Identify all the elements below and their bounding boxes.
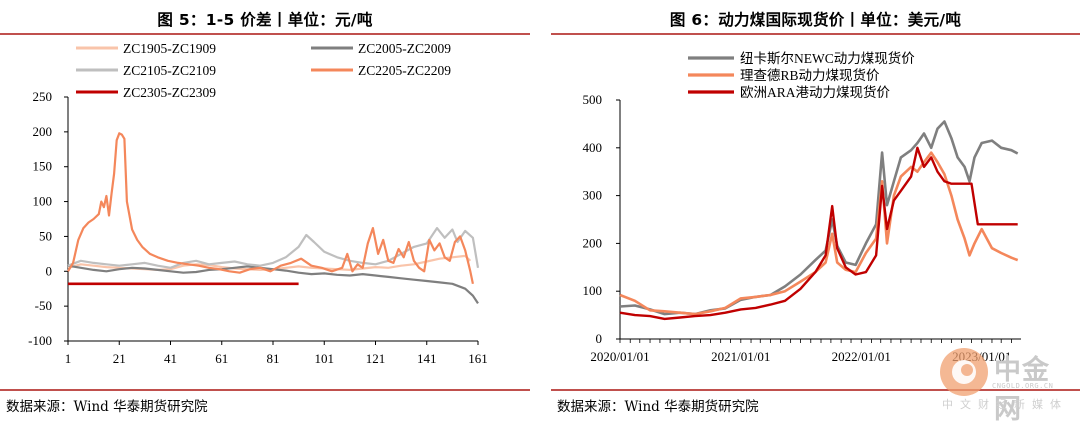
left-x-tick-label: 21 [113,351,126,366]
left-x-tick-label: 81 [267,351,280,366]
left-y-tick-label: -100 [28,333,52,348]
right-y-tick-label: 0 [596,331,603,346]
left-x-tick-label: 141 [417,351,437,366]
left-y-tick-label: 100 [33,194,53,209]
right-x-tick-label: 2022/01/01 [832,349,891,364]
right-y-tick-label: 400 [583,140,603,155]
left-x-tick-label: 41 [164,351,177,366]
right-legend-label: 欧洲ARA港动力煤现货价 [740,84,891,100]
right-bottom-rule [551,389,1080,391]
right-y-tick-label: 100 [583,283,603,298]
right-chart-panel: 图 6：动力煤国际现货价丨单位：美元/吨 500 400 300 200 100 0 202… [551,0,1080,419]
left-y-tick-label: -50 [35,298,52,313]
watermark: 中金网 CNGOLD.ORG.CN 中文财经新媒体 [932,346,1072,425]
left-chart-title: 图 5：1-5 价差丨单位：元/吨 [157,11,373,29]
left-series-line-2 [67,264,479,305]
right-y-tick-label: 500 [583,92,603,107]
left-legend-label: ZC2005-ZC2009 [358,41,451,56]
right-chart-title: 图 6：动力煤国际现货价丨单位：美元/吨 [669,11,962,29]
right-x-tick-label: 2020/01/01 [590,349,649,364]
left-legend-label: ZC1905-ZC1909 [123,41,216,56]
right-y-tick-label: 300 [583,188,603,203]
left-y-tick-label: 50 [39,228,52,243]
watermark-logo-icon [940,348,988,396]
left-series-line-3 [67,227,480,269]
left-chart-panel: 图 5：1-5 价差丨单位：元/吨 250 200 150 100 50 0 -50 -100… [0,0,530,419]
left-x-tick-label: 121 [366,351,386,366]
left-x-tick-label: 61 [215,351,228,366]
left-x-tick-label: 1 [65,351,72,366]
left-top-rule [0,33,530,35]
right-x-tick-label: 2021/01/01 [711,349,770,364]
right-legend-label: 理查德RB动力煤现货价 [740,67,880,83]
right-source-note: 数据来源：Wind 华泰期货研究院 [557,399,759,415]
left-legend-label: ZC2105-ZC2109 [123,63,216,78]
left-y-tick-label: 200 [33,124,53,139]
left-y-tick-label: 250 [33,89,53,104]
left-y-tick-label: 150 [33,159,53,174]
left-legend-label: ZC2305-ZC2309 [123,85,216,100]
right-legend-label: 纽卡斯尔NEWC动力煤现货价 [740,50,915,66]
left-source-note: 数据来源：Wind 华泰期货研究院 [6,399,208,415]
right-series-line-2 [619,151,1019,316]
left-series-line-4 [67,132,474,285]
right-top-rule [551,33,1080,35]
watermark-text: 中金网 [994,355,1050,425]
left-y-tick-label: 0 [46,263,53,278]
left-bottom-rule [0,389,530,391]
left-x-tick-label: 101 [315,351,335,366]
right-series-line-3 [619,146,1018,321]
right-y-tick-label: 200 [583,235,603,250]
watermark-subtitle: 中文财经新媒体 [942,398,1068,411]
watermark-url: CNGOLD.ORG.CN [992,382,1054,390]
left-x-tick-label: 161 [468,351,488,366]
right-chart-svg: 500 400 300 200 100 0 2020/01/01 2021/01/01 2022… [583,50,1021,364]
left-legend-label: ZC2205-ZC2209 [358,63,451,78]
